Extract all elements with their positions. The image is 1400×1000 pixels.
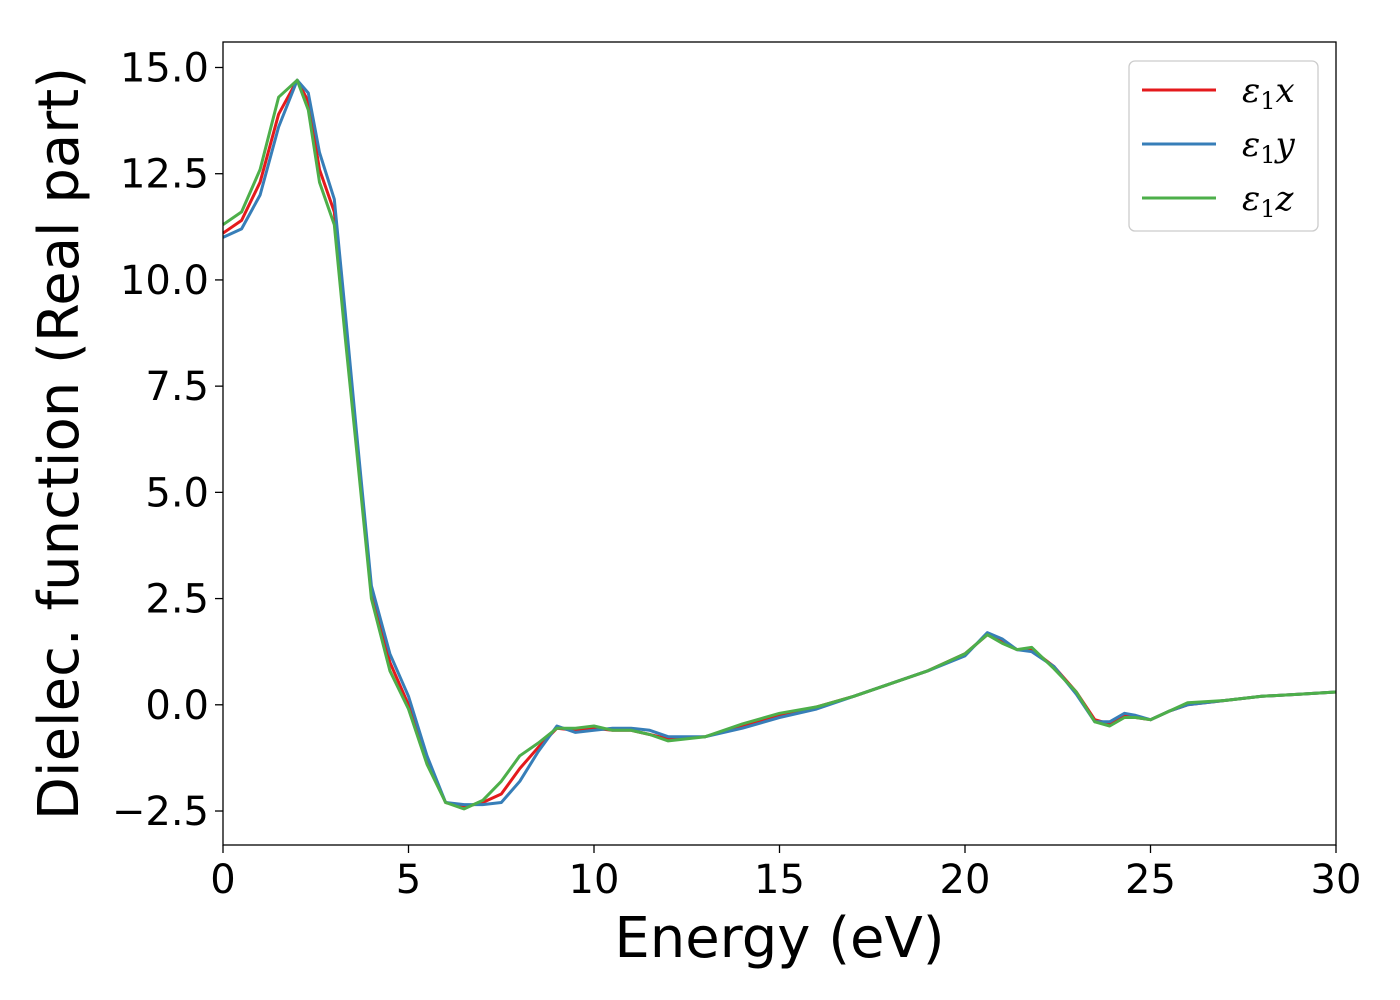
legend-entry-x: ε1x: [1242, 71, 1295, 115]
y-tick-label: 10.0: [120, 258, 209, 304]
legend-entry-y: ε1y: [1242, 125, 1296, 169]
x-tick-label: 30: [1311, 857, 1362, 903]
y-tick-label: 15.0: [120, 45, 209, 91]
series-layer: [222, 78, 1337, 811]
y-tick-label: 2.5: [145, 577, 209, 623]
x-tick-label: 15: [754, 857, 805, 903]
y-tick-label: 7.5: [145, 364, 209, 410]
y-tick-label: 0.0: [145, 683, 209, 729]
y-tick-label: −2.5: [112, 789, 209, 835]
legend: ε1x ε1y ε1z: [1128, 60, 1319, 232]
legend-box: [1128, 60, 1319, 232]
x-tick-label: 5: [396, 857, 421, 903]
y-axis-label: Dielec. function (Real part): [27, 67, 92, 820]
series-line-z: [222, 78, 1337, 811]
x-tick-label: 25: [1125, 857, 1176, 903]
ticks-layer: 0 5 10 15 20 25 30 −2.5 0.0 2.5 5.0 7.5 10.0 12.5 15.0: [112, 45, 1362, 903]
x-tick-label: 20: [940, 857, 991, 903]
series-line-y: [222, 78, 1337, 807]
y-tick-label: 12.5: [120, 152, 209, 198]
x-axis-label: Energy (eV): [614, 906, 944, 971]
legend-entry-z: ε1z: [1242, 179, 1295, 223]
x-tick-label: 0: [210, 857, 235, 903]
x-tick-label: 10: [569, 857, 620, 903]
y-tick-label: 5.0: [145, 470, 209, 516]
